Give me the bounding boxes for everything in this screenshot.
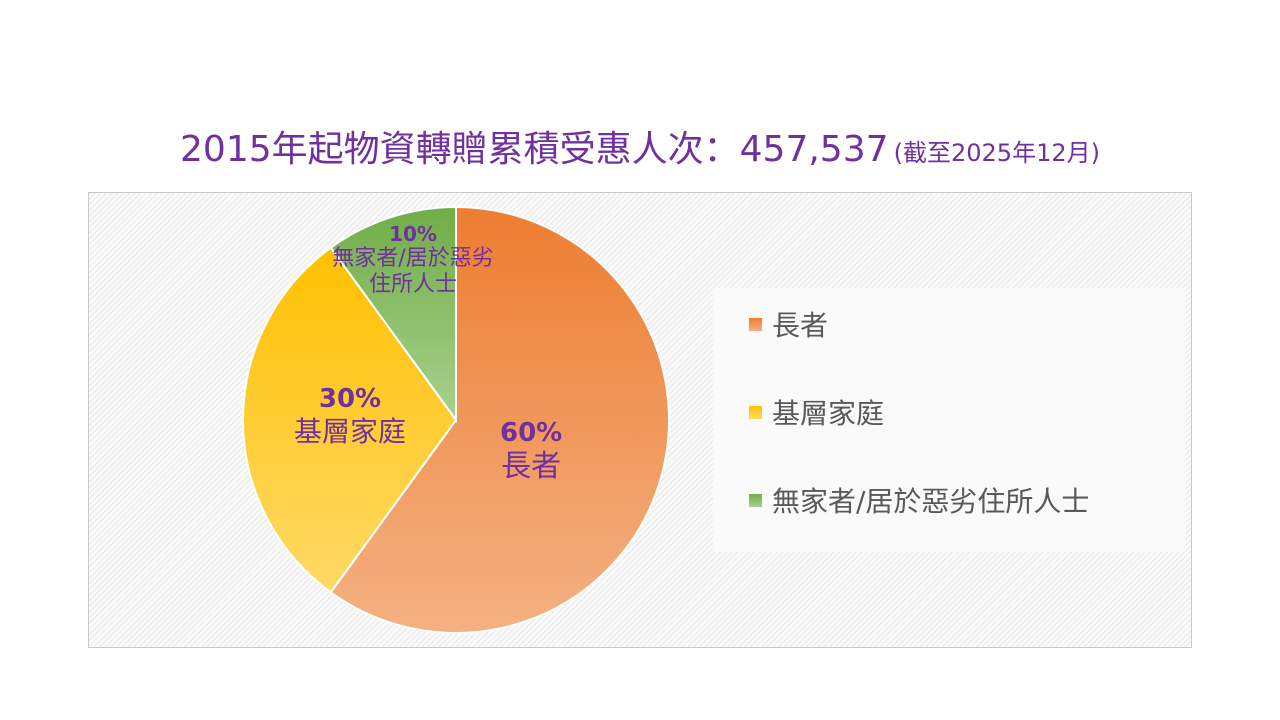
chart-title-main: 2015年起物資轉贈累積受惠人次：457,537 (180, 129, 889, 170)
data-label-elderly-name: 長者 (501, 449, 562, 485)
legend-item-homeless: 無家者/居於惡劣住所人士 (749, 480, 1089, 520)
pie-slice-homeless (329, 205, 457, 424)
legend-label-homeless: 無家者/居於惡劣住所人士 (772, 485, 1090, 518)
legend-swatch-grassroots (749, 405, 762, 419)
data-label-grassroots-name: 基層家庭 (293, 415, 406, 449)
data-label-elderly-pct: 60% (500, 418, 563, 448)
data-label-homeless-name-line1: 無家者/居於惡劣 (332, 246, 494, 271)
data-label-grassroots: 30% 基層家庭 (270, 384, 430, 449)
legend-swatch-elderly (749, 317, 762, 331)
legend-swatch-homeless (749, 493, 762, 507)
data-label-elderly: 60% 長者 (500, 418, 562, 485)
legend-label-elderly: 長者 (772, 309, 829, 342)
chart-title: 2015年起物資轉贈累積受惠人次：457,537 (截至2025年12月) (0, 120, 1280, 172)
legend-label-grassroots: 基層家庭 (772, 397, 885, 430)
data-label-grassroots-pct: 30% (318, 384, 382, 414)
legend-item-grassroots: 基層家庭 (749, 392, 884, 432)
chart-legend: 長者 基層家庭 無家者/居於惡劣住所人士 (713, 288, 1185, 552)
data-label-homeless: 10% 無家者/居於惡劣 住所人士 (304, 222, 522, 299)
legend-item-elderly: 長者 (749, 304, 828, 344)
pie-slice-grassroots (241, 246, 458, 594)
data-label-homeless-pct: 10% (389, 222, 437, 246)
pie-slice-elderly (329, 205, 670, 634)
chart-title-date: (截至2025年12月) (893, 139, 1100, 167)
data-label-homeless-name-line2: 住所人士 (368, 272, 457, 298)
